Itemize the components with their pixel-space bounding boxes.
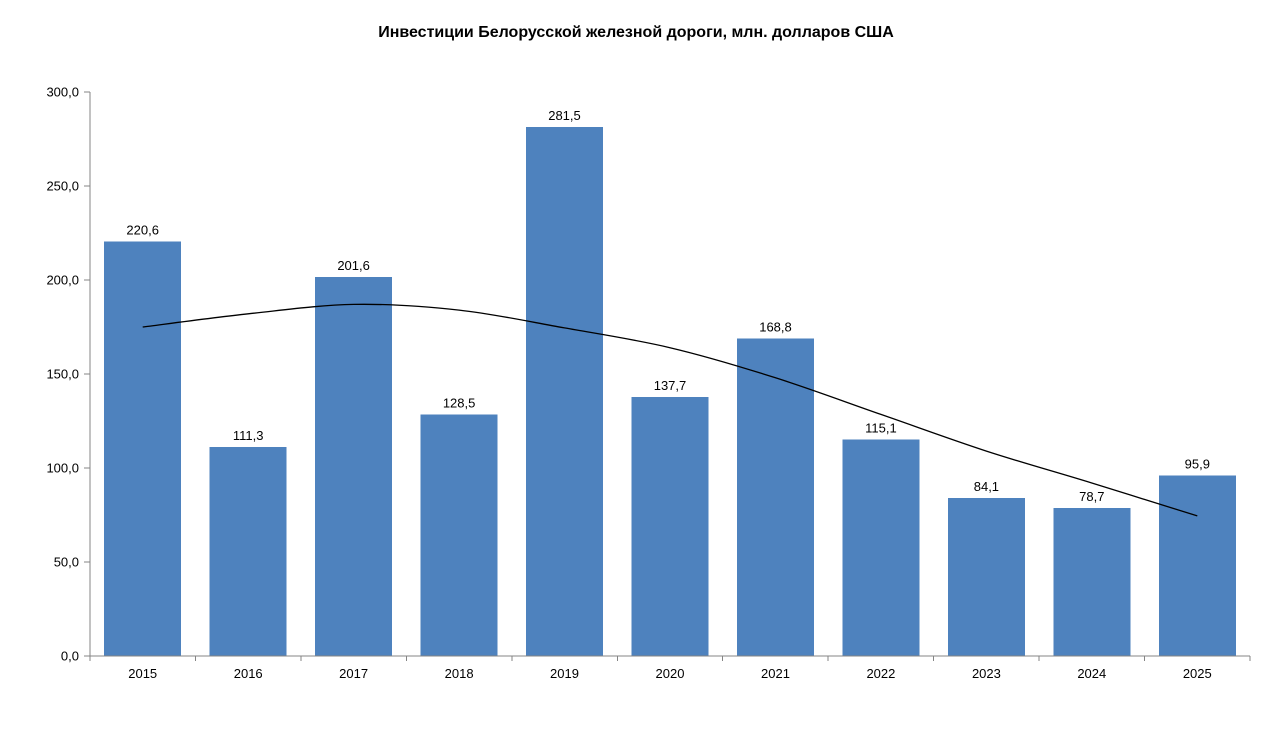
y-axis-tick-label: 0,0 [61, 649, 79, 664]
bar [947, 497, 1025, 656]
bar [209, 446, 287, 656]
y-axis-tick-label: 150,0 [46, 367, 79, 382]
bar-value-label: 201,6 [337, 258, 370, 273]
bar [1158, 475, 1236, 656]
bar-value-label: 78,7 [1079, 489, 1104, 504]
bar-value-label: 128,5 [443, 395, 476, 410]
bar [104, 241, 182, 657]
bar-value-label: 137,7 [654, 378, 687, 393]
x-axis-category-label: 2025 [1183, 666, 1212, 681]
x-axis-category-label: 2015 [128, 666, 157, 681]
bar-value-label: 111,3 [233, 428, 264, 443]
bar-value-label: 95,9 [1185, 457, 1210, 472]
y-axis-tick-label: 200,0 [46, 273, 79, 288]
y-axis-tick-label: 50,0 [54, 555, 79, 570]
chart-title: Инвестиции Белорусской железной дороги, … [378, 24, 894, 41]
y-axis-tick-label: 100,0 [46, 461, 79, 476]
bar-value-label: 220,6 [126, 222, 159, 237]
y-axis-tick-label: 300,0 [46, 85, 79, 100]
bar [315, 277, 393, 656]
bar-value-label: 168,8 [759, 320, 792, 335]
x-axis-category-label: 2016 [234, 666, 263, 681]
bar-value-label: 281,5 [548, 108, 581, 123]
trendline-path [142, 303, 1198, 517]
x-axis-category-label: 2020 [656, 666, 685, 681]
bar [420, 414, 498, 656]
bar-value-label: 115,1 [865, 421, 897, 436]
x-axis-category-label: 2017 [339, 666, 368, 681]
bar [526, 126, 603, 657]
y-axis-tick-label: 250,0 [46, 179, 79, 194]
bar [631, 397, 709, 656]
bar-value-label: 84,1 [974, 479, 999, 494]
x-axis-category-label: 2024 [1077, 666, 1106, 681]
x-axis-category-label: 2021 [761, 666, 790, 681]
bar [737, 338, 814, 656]
x-axis-category-label: 2022 [866, 666, 895, 681]
bar [1053, 508, 1131, 656]
x-axis-category-label: 2018 [445, 666, 474, 681]
x-axis-category-label: 2023 [972, 666, 1001, 681]
x-axis-category-label: 2019 [550, 666, 579, 681]
bar [842, 439, 920, 656]
